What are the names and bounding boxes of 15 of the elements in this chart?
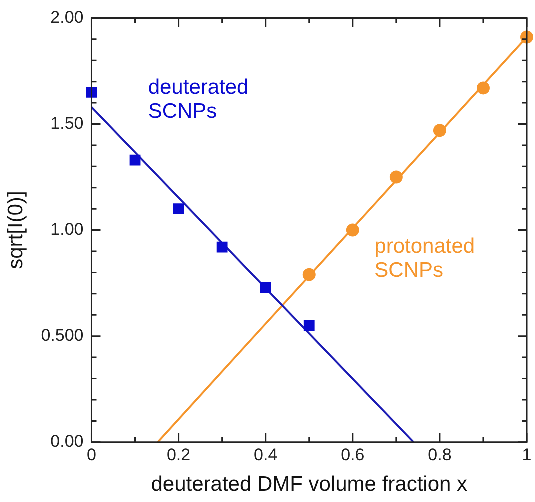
x-tick-label: 0.4 bbox=[254, 445, 278, 464]
x-tick-label: 0.2 bbox=[166, 445, 191, 464]
y-tick-label: 0.00 bbox=[50, 432, 84, 452]
series-label: protonated SCNPs bbox=[374, 234, 476, 282]
y-tick-label: 1.50 bbox=[50, 114, 84, 133]
x-tick-label: 1 bbox=[522, 445, 532, 464]
y-tick-label: 0.500 bbox=[41, 326, 84, 346]
y-tick-label: 1.00 bbox=[50, 220, 84, 239]
x-tick-label: 0.8 bbox=[428, 445, 452, 464]
series-label: deuterated SCNPs bbox=[148, 76, 249, 123]
x-axis-title: deuterated DMF volume fraction x bbox=[151, 473, 468, 496]
y-tick-label: 2.00 bbox=[50, 8, 84, 27]
x-tick-label: 0.6 bbox=[341, 445, 365, 464]
y-axis-title: sqrt[I(0)] bbox=[4, 191, 28, 270]
x-tick-label: 0 bbox=[87, 445, 96, 464]
